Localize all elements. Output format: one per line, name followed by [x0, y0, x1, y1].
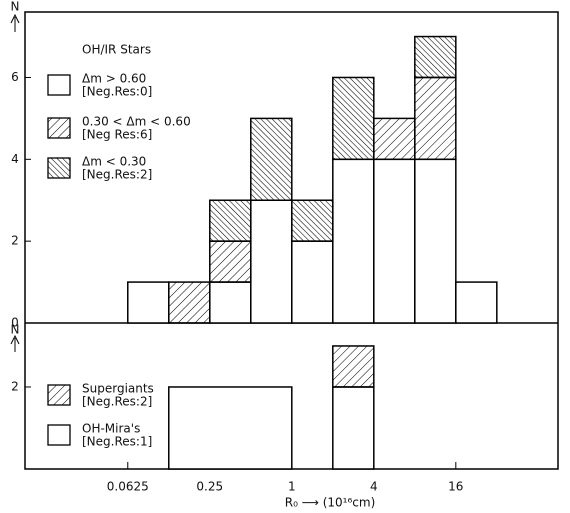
- x-tick-label: 1: [288, 480, 296, 494]
- legend-swatch: [47, 384, 71, 406]
- histogram-bar: [291, 240, 334, 324]
- legend-label: OH-Mira's: [82, 422, 140, 436]
- legend-note: [Neg.Res:2]: [82, 168, 152, 182]
- x-tick-label: 0.0625: [107, 480, 149, 494]
- histogram-bar: [332, 345, 375, 388]
- histogram-bar: [455, 281, 498, 324]
- y-label: N: [11, 0, 20, 14]
- histogram-bar: [332, 386, 375, 470]
- histogram-bar: [168, 281, 211, 324]
- histogram-bar: [414, 158, 457, 324]
- x-tick-label: 0.25: [196, 480, 223, 494]
- legend-note: [Neg.Res:2]: [82, 395, 152, 409]
- legend-swatch: [47, 74, 71, 96]
- histogram-bar: [414, 76, 457, 161]
- legend-note: [Neg.Res:1]: [82, 435, 152, 449]
- histogram-bar: [168, 386, 293, 470]
- x-tick-label: 4: [370, 480, 378, 494]
- histogram-bar: [209, 281, 252, 324]
- legend-label: 0.30 < Δm < 0.60: [82, 115, 191, 129]
- y-label: N: [11, 323, 20, 337]
- legend-title: OH/IR Stars: [82, 43, 151, 57]
- legend-swatch: [47, 117, 71, 139]
- histogram-bar: [414, 35, 457, 79]
- y-arrow-head: [10, 334, 20, 345]
- histogram-bar: [250, 199, 293, 324]
- y-tick-label: 0: [11, 316, 19, 330]
- histogram-bar: [332, 158, 375, 324]
- legend-note: [Neg.Res:0]: [82, 85, 152, 99]
- histogram-bar: [209, 240, 252, 283]
- legend-note: [Neg Res:6]: [82, 128, 152, 142]
- histogram-bar: [373, 117, 416, 161]
- histogram-bar: [127, 281, 170, 324]
- y-tick-label: 6: [11, 70, 19, 84]
- y-arrow-head: [10, 13, 20, 24]
- x-label: R₀ ⟶ (10¹⁶cm): [285, 496, 376, 510]
- y-tick-label: 2: [11, 234, 19, 248]
- y-tick-label: 4: [11, 152, 19, 166]
- legend-swatch: [47, 424, 71, 446]
- legend-label: Δm > 0.60: [82, 72, 146, 86]
- legend-label: Δm < 0.30: [82, 155, 146, 169]
- histogram-bar: [291, 199, 334, 242]
- x-tick-label: 16: [448, 480, 463, 494]
- histogram-bar: [373, 158, 416, 324]
- histogram-bar: [209, 199, 252, 242]
- legend-label: Supergiants: [82, 382, 154, 396]
- y-tick-label: 2: [11, 379, 19, 393]
- histogram-bar: [332, 76, 375, 161]
- legend-swatch: [47, 157, 71, 179]
- histogram-bar: [250, 117, 293, 201]
